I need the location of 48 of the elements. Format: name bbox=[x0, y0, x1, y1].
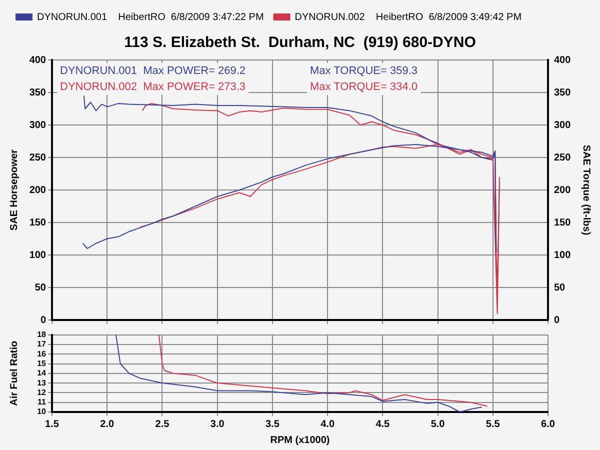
y-tick-label: 16 bbox=[37, 349, 47, 358]
annotation: Max TORQUE= 334.0 bbox=[310, 81, 418, 94]
y-tick-label: 11 bbox=[38, 398, 47, 407]
x-tick-label: 1.5 bbox=[45, 418, 60, 430]
x-tick-label: 2.5 bbox=[155, 418, 170, 430]
annotation: DYNORUN.001 Max POWER= 269.2 bbox=[60, 65, 246, 78]
y2-axis-title: SAE Torque (ft-lbs) bbox=[580, 144, 592, 236]
y-tick-label: 100 bbox=[29, 250, 46, 261]
x-tick-label: 2.0 bbox=[100, 418, 114, 430]
y-tick-label: 300 bbox=[29, 120, 46, 131]
x-tick-label: 4.0 bbox=[320, 418, 335, 430]
y-tick-label: 350 bbox=[29, 87, 46, 98]
x-tick-label: 3.5 bbox=[265, 418, 280, 430]
x-tick-label: 6.0 bbox=[541, 418, 556, 430]
legend-label: DYNORUN.002 HeibertRO 6/8/2009 3:49:42 PM bbox=[294, 12, 522, 23]
x-tick-label: 4.5 bbox=[376, 418, 390, 430]
y-tick-label: 200 bbox=[29, 184, 46, 196]
y2-tick-label: 350 bbox=[554, 87, 572, 98]
legend-label: DYNORUN.001 HeibertRO 6/8/2009 3:47:22 PM bbox=[37, 12, 264, 23]
y-tick-label: 13 bbox=[37, 378, 47, 388]
y-tick-label: 17 bbox=[37, 340, 47, 349]
x-tick-label: 3.0 bbox=[210, 418, 225, 430]
y2-tick-label: 150 bbox=[554, 217, 572, 228]
x-tick-label: 5.5 bbox=[486, 418, 500, 430]
y2-tick-label: 100 bbox=[554, 250, 572, 261]
y2-tick-label: 50 bbox=[554, 282, 566, 294]
y-tick-label: 250 bbox=[29, 152, 46, 164]
y2-tick-label: 0 bbox=[554, 314, 560, 326]
y-axis-title: Air Fuel Ratio bbox=[8, 340, 20, 406]
annotation: Max TORQUE= 359.3 bbox=[310, 65, 418, 78]
y-tick-label: 50 bbox=[34, 282, 46, 294]
y-tick-label: 12 bbox=[37, 388, 47, 397]
y-tick-label: 18 bbox=[37, 330, 47, 340]
y-tick-label: 150 bbox=[29, 217, 46, 228]
y2-tick-label: 250 bbox=[554, 152, 572, 164]
y2-tick-label: 300 bbox=[554, 120, 572, 131]
y2-tick-label: 200 bbox=[554, 184, 572, 196]
y-tick-label: 400 bbox=[29, 54, 46, 66]
y2-tick-label: 400 bbox=[554, 54, 572, 66]
y-tick-label: 10 bbox=[37, 407, 47, 416]
y-tick-label: 14 bbox=[37, 368, 47, 378]
chart-title: 113 S. Elizabeth St. Durham, NC (919) 680-DYNO bbox=[124, 34, 476, 52]
y-tick-label: 15 bbox=[37, 358, 47, 368]
y-axis-title: SAE Horsepower bbox=[8, 149, 20, 231]
x-axis-title: RPM (x1000) bbox=[270, 434, 330, 446]
y-tick-label: 0 bbox=[40, 314, 46, 326]
annotation: DYNORUN.002 Max POWER= 273.3 bbox=[60, 81, 246, 94]
x-tick-label: 5.0 bbox=[430, 418, 446, 430]
